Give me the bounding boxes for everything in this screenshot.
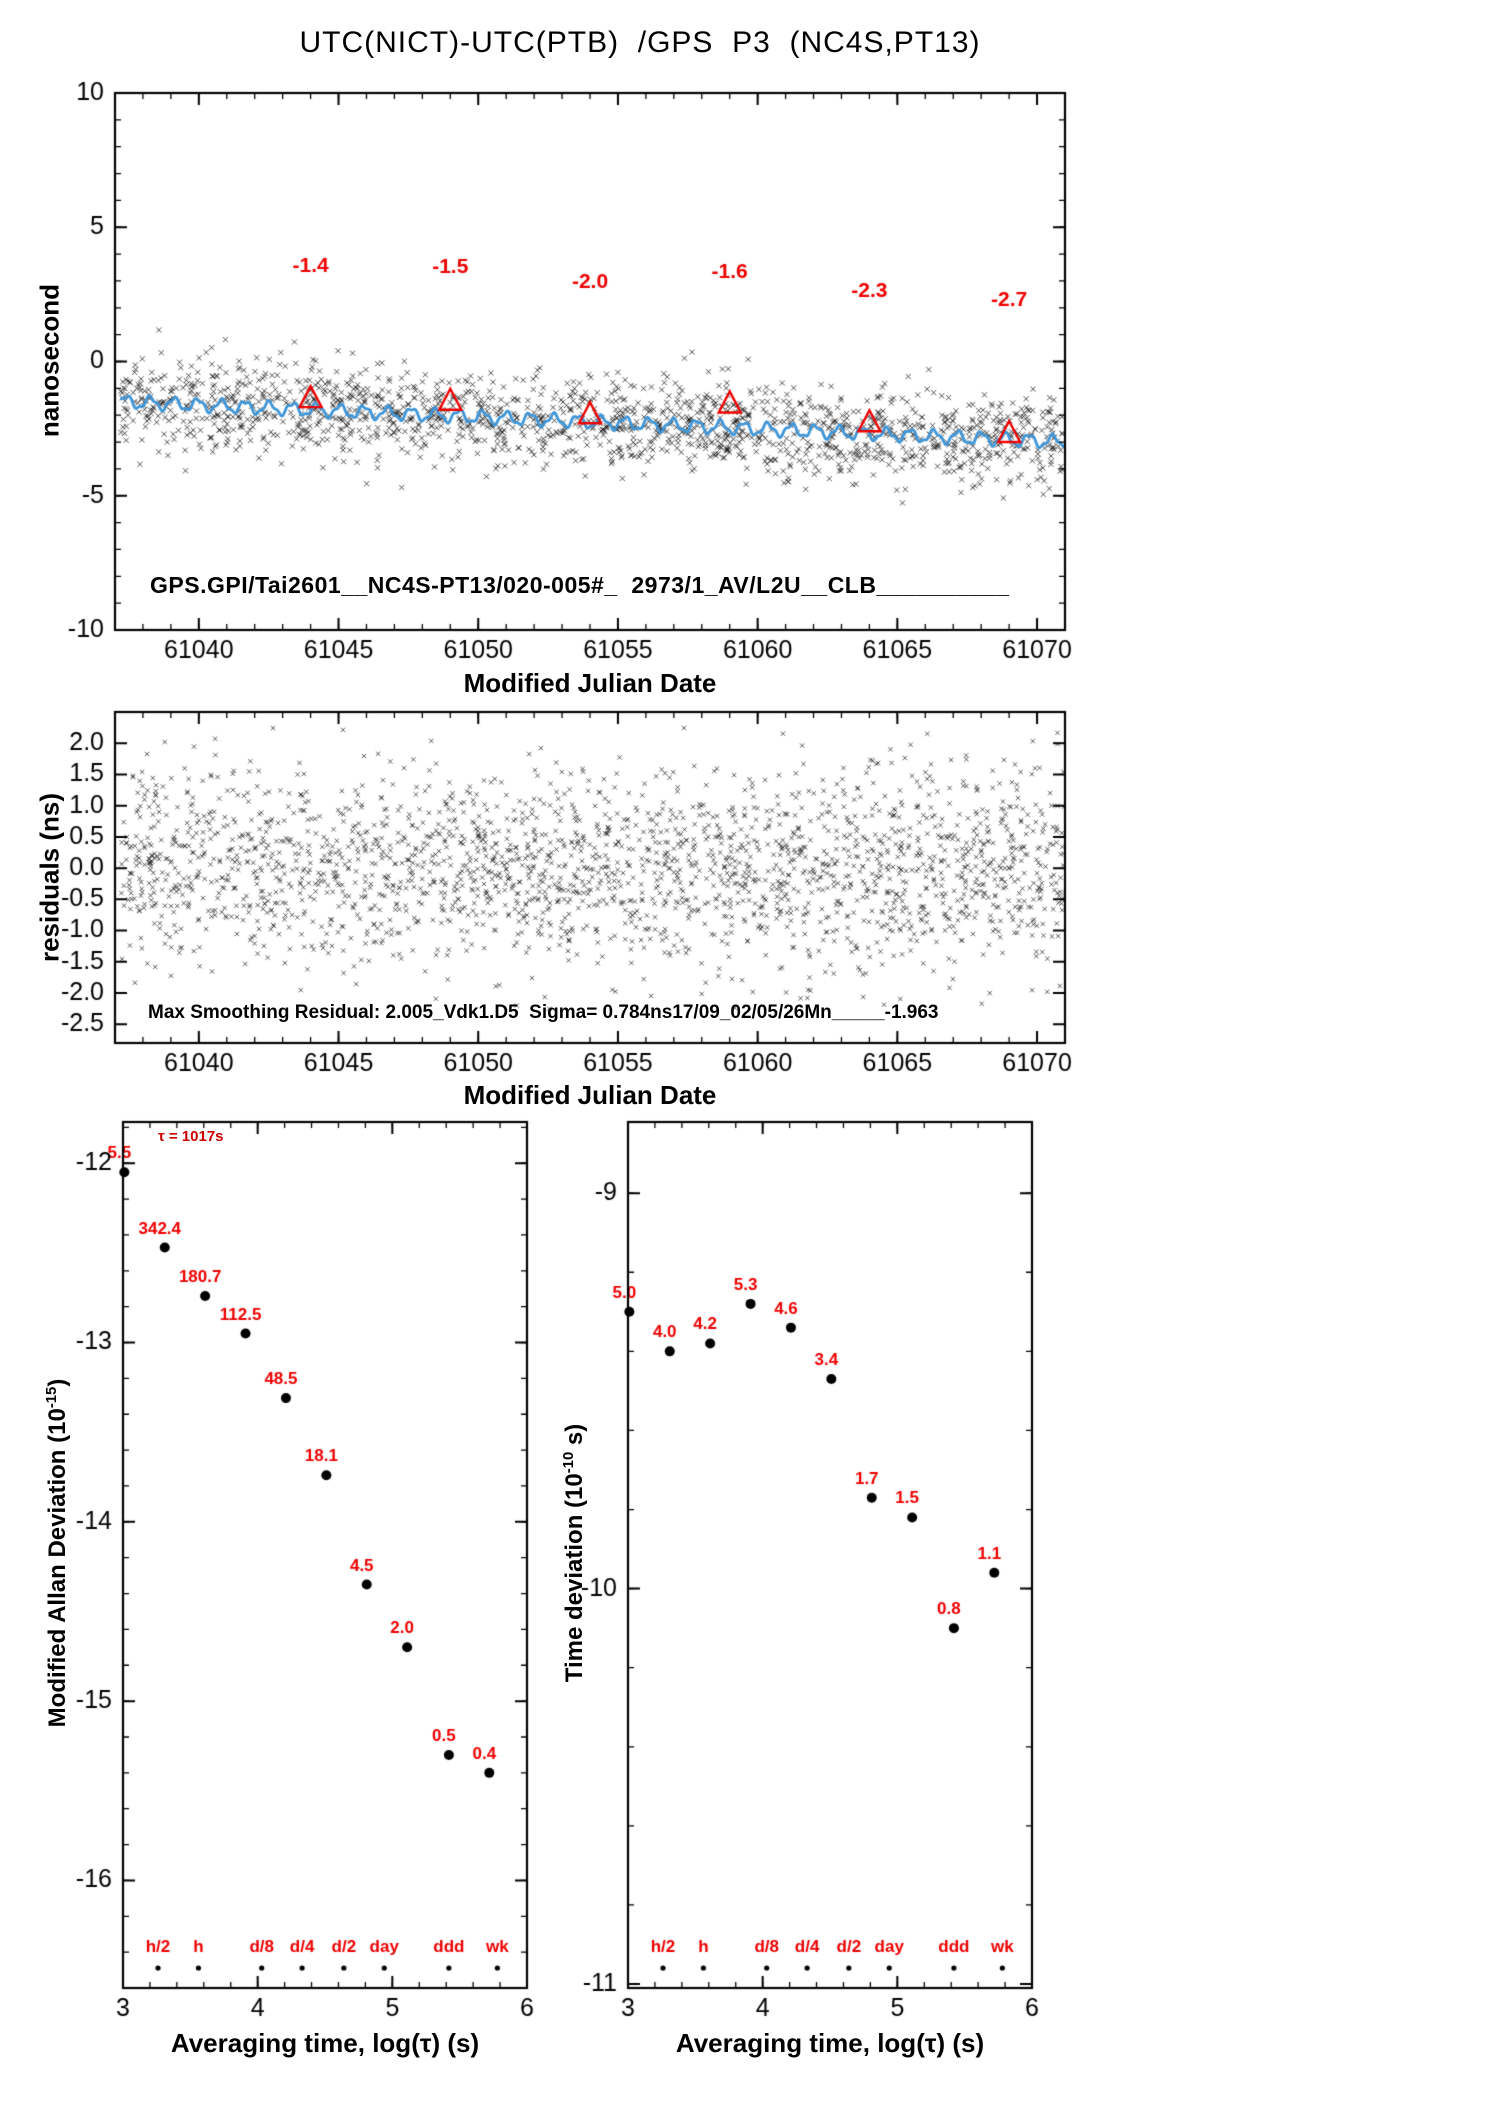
mdev-ylabel-exponent: -15 xyxy=(44,1386,60,1409)
top-panel-annotation: GPS.GPI/Tai2601__NC4S-PT13/020-005#_ 297… xyxy=(150,572,1010,598)
tau-annotation: τ = 1017s xyxy=(158,1128,224,1145)
top-y-axis-label: nanosecond xyxy=(34,283,65,438)
tdev-y-axis-label: Time deviation (10-10 s) xyxy=(561,1203,589,1903)
mdev-y-axis-label: Modified Allan Deviation (10-15) xyxy=(44,1203,72,1903)
residuals-x-axis-label: Modified Julian Date xyxy=(463,1080,717,1110)
mdev-ylabel-text: Modified Allan Deviation (10 xyxy=(44,1408,71,1728)
tdev-ylabel-text: Time deviation (10 xyxy=(561,1473,588,1683)
tdev-ylabel-exponent: -10 xyxy=(561,1451,577,1474)
residuals-y-axis-label: residuals (ns) xyxy=(34,792,65,963)
residuals-annotation: Max Smoothing Residual: 2.005_Vdk1.D5 Si… xyxy=(148,1002,939,1023)
mdev-ylabel-close: ) xyxy=(44,1378,71,1387)
figure-title: UTC(NICT)-UTC(PTB) /GPS P3 (NC4S,PT13) xyxy=(299,26,981,59)
top-x-axis-label: Modified Julian Date xyxy=(463,668,717,698)
tdev-x-axis-label: Averaging time, log(τ) (s) xyxy=(675,2028,985,2058)
tdev-ylabel-close: s) xyxy=(561,1423,588,1452)
mdev-x-axis-label: Averaging time, log(τ) (s) xyxy=(170,2028,480,2058)
